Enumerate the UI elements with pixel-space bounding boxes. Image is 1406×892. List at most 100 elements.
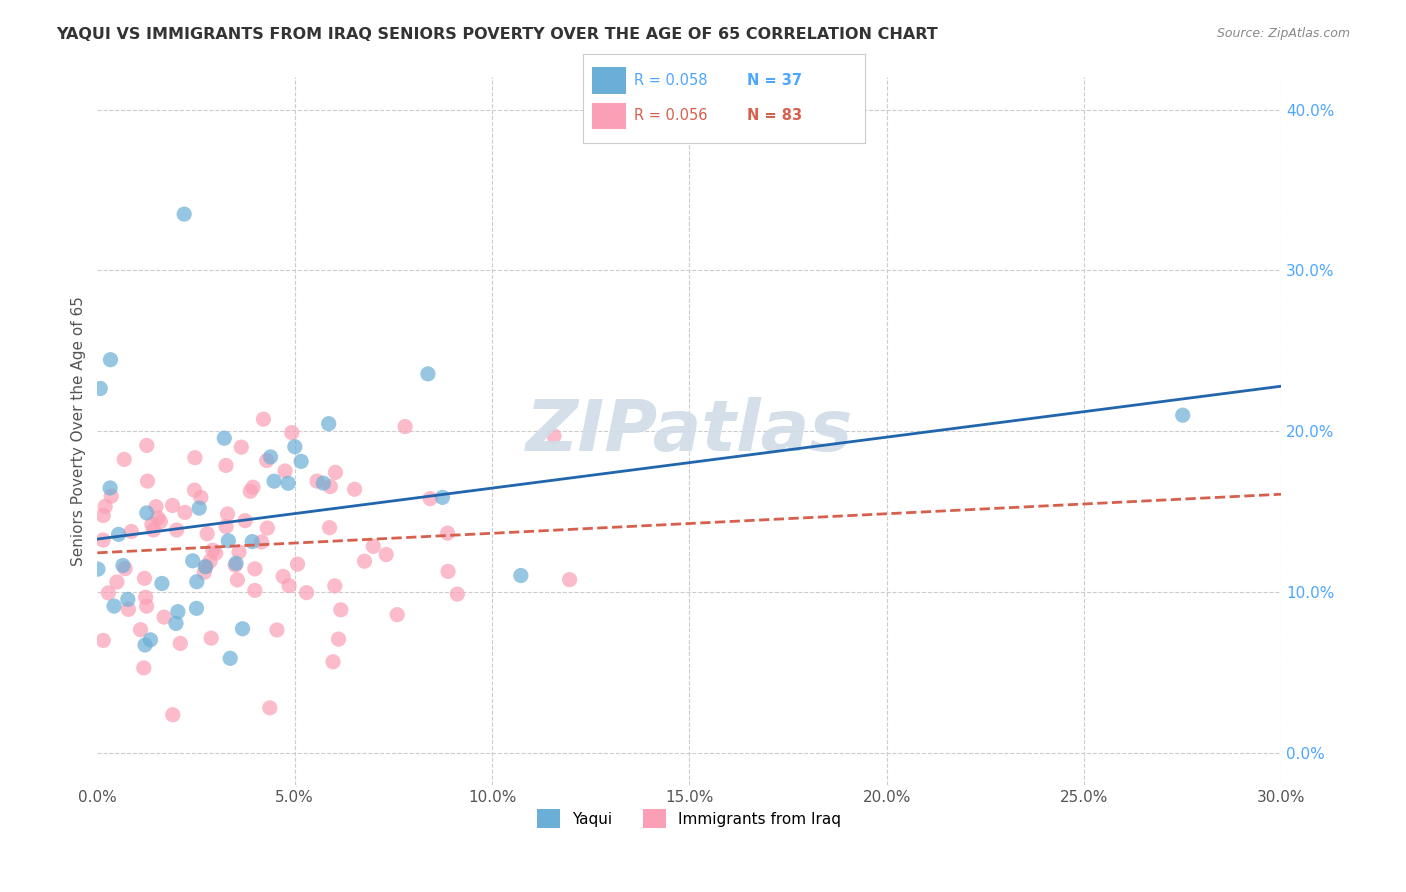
Immigrants from Iraq (146, 511, 169, 525)
Immigrants from Iraq (231, 440, 253, 454)
Yaqui (416, 367, 439, 381)
Immigrants from Iraq (217, 507, 239, 521)
Yaqui (186, 601, 208, 615)
Immigrants from Iraq (193, 566, 215, 580)
Immigrants from Iraq (97, 586, 120, 600)
Immigrants from Iraq (91, 508, 114, 523)
Yaqui (173, 207, 195, 221)
Yaqui (87, 562, 110, 576)
Yaqui (111, 558, 134, 573)
Immigrants from Iraq (132, 661, 155, 675)
Yaqui (89, 382, 111, 396)
Text: R = 0.056: R = 0.056 (634, 109, 707, 123)
Yaqui (188, 501, 211, 516)
Immigrants from Iraq (94, 500, 117, 514)
Immigrants from Iraq (271, 569, 294, 583)
Text: YAQUI VS IMMIGRANTS FROM IRAQ SENIORS POVERTY OVER THE AGE OF 65 CORRELATION CHA: YAQUI VS IMMIGRANTS FROM IRAQ SENIORS PO… (56, 27, 938, 42)
Immigrants from Iraq (174, 505, 197, 519)
Immigrants from Iraq (394, 419, 416, 434)
Y-axis label: Seniors Poverty Over the Age of 65: Seniors Poverty Over the Age of 65 (72, 296, 86, 566)
Immigrants from Iraq (142, 523, 165, 537)
Immigrants from Iraq (201, 543, 224, 558)
Immigrants from Iraq (243, 562, 266, 576)
Immigrants from Iraq (274, 464, 297, 478)
Yaqui (107, 527, 129, 541)
Legend: Yaqui, Immigrants from Iraq: Yaqui, Immigrants from Iraq (531, 803, 848, 834)
Yaqui (194, 559, 217, 574)
Immigrants from Iraq (112, 452, 135, 467)
Immigrants from Iraq (256, 521, 278, 535)
Yaqui (259, 450, 281, 464)
Immigrants from Iraq (419, 491, 441, 506)
Immigrants from Iraq (252, 412, 274, 426)
Immigrants from Iraq (353, 554, 375, 568)
Immigrants from Iraq (141, 517, 163, 532)
Immigrants from Iraq (375, 548, 398, 562)
Immigrants from Iraq (204, 546, 226, 560)
Immigrants from Iraq (243, 583, 266, 598)
Immigrants from Iraq (200, 631, 222, 645)
Immigrants from Iraq (329, 603, 352, 617)
Immigrants from Iraq (105, 574, 128, 589)
Bar (592, 103, 626, 129)
Immigrants from Iraq (195, 559, 218, 574)
Immigrants from Iraq (228, 545, 250, 559)
Yaqui (181, 554, 204, 568)
Yaqui (150, 576, 173, 591)
Text: N = 83: N = 83 (747, 109, 801, 123)
Immigrants from Iraq (278, 579, 301, 593)
Yaqui (117, 592, 139, 607)
Immigrants from Iraq (558, 573, 581, 587)
Immigrants from Iraq (162, 499, 184, 513)
Yaqui (219, 651, 242, 665)
Immigrants from Iraq (135, 599, 157, 614)
Immigrants from Iraq (281, 425, 304, 440)
Immigrants from Iraq (239, 484, 262, 499)
Immigrants from Iraq (233, 514, 256, 528)
Immigrants from Iraq (162, 707, 184, 722)
Immigrants from Iraq (259, 701, 281, 715)
Immigrants from Iraq (198, 554, 221, 568)
Yaqui (217, 533, 239, 548)
Yaqui (165, 616, 187, 631)
Immigrants from Iraq (215, 458, 238, 473)
Immigrants from Iraq (195, 526, 218, 541)
Yaqui (98, 481, 121, 495)
Yaqui (186, 574, 208, 589)
Immigrants from Iraq (166, 523, 188, 537)
Yaqui (263, 474, 285, 488)
Immigrants from Iraq (114, 561, 136, 575)
Immigrants from Iraq (319, 479, 342, 493)
Yaqui (139, 632, 162, 647)
Immigrants from Iraq (325, 466, 347, 480)
Immigrants from Iraq (287, 557, 309, 571)
Text: Source: ZipAtlas.com: Source: ZipAtlas.com (1216, 27, 1350, 40)
Immigrants from Iraq (135, 438, 157, 452)
Immigrants from Iraq (318, 521, 340, 535)
Immigrants from Iraq (323, 579, 346, 593)
Immigrants from Iraq (343, 482, 366, 496)
Immigrants from Iraq (322, 655, 344, 669)
Immigrants from Iraq (183, 483, 205, 498)
Immigrants from Iraq (295, 585, 318, 599)
Immigrants from Iraq (91, 633, 114, 648)
Yaqui (284, 440, 307, 454)
Yaqui (167, 605, 190, 619)
Immigrants from Iraq (184, 450, 207, 465)
Yaqui (214, 431, 236, 445)
Immigrants from Iraq (242, 480, 264, 494)
Immigrants from Iraq (190, 491, 212, 505)
Immigrants from Iraq (361, 540, 384, 554)
Text: R = 0.058: R = 0.058 (634, 73, 707, 87)
Yaqui (432, 491, 454, 505)
Immigrants from Iraq (149, 515, 172, 529)
Bar (592, 67, 626, 94)
Immigrants from Iraq (135, 591, 157, 605)
Immigrants from Iraq (328, 632, 350, 646)
Yaqui (103, 599, 125, 613)
Immigrants from Iraq (224, 558, 246, 573)
Immigrants from Iraq (91, 533, 114, 547)
Immigrants from Iraq (305, 474, 328, 488)
Immigrants from Iraq (446, 587, 468, 601)
Yaqui (290, 454, 312, 468)
